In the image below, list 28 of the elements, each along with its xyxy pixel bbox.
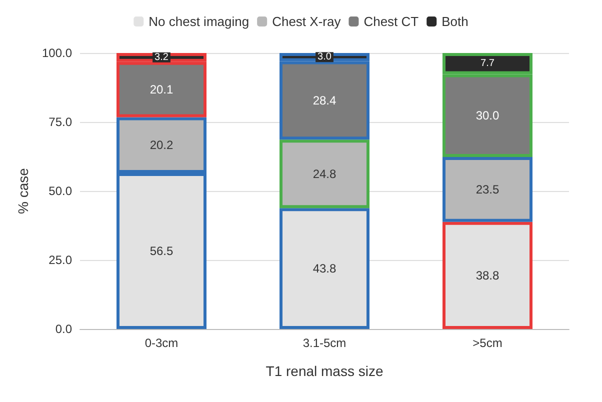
x-axis-title: T1 renal mass size (266, 363, 384, 379)
data-label: 23.5 (476, 182, 500, 196)
x-tick-label: 3.1-5cm (302, 336, 346, 350)
y-tick-label: 75.0 (48, 115, 72, 129)
y-axis-title: % case (15, 168, 31, 214)
y-tick-label: 25.0 (48, 253, 72, 267)
data-label: 43.8 (312, 262, 336, 276)
data-label: 20.2 (150, 138, 174, 152)
data-label: 30.0 (476, 108, 500, 123)
bar (280, 140, 370, 208)
y-tick-label: 50.0 (48, 184, 72, 198)
y-tick-label: 100.0 (42, 46, 72, 60)
data-label: 56.5 (150, 244, 174, 258)
data-label: 3.2 (154, 52, 169, 63)
legend-label: Both (442, 14, 468, 29)
data-label: 28.4 (312, 93, 336, 108)
data-label: 24.8 (312, 166, 336, 181)
data-label: 3.0 (318, 52, 332, 63)
data-label: 38.8 (476, 268, 500, 282)
legend-label: Chest CT (364, 14, 419, 29)
data-label: 7.7 (480, 58, 495, 70)
legend-label: Chest X-ray (272, 14, 342, 29)
data-label: 20.1 (150, 82, 174, 97)
bar (442, 157, 532, 222)
legend-label: No chest imaging (148, 14, 250, 29)
x-tick-label: >5cm (472, 336, 502, 350)
y-tick-label: 0.0 (55, 322, 72, 336)
x-tick-label: 0-3cm (144, 336, 178, 350)
